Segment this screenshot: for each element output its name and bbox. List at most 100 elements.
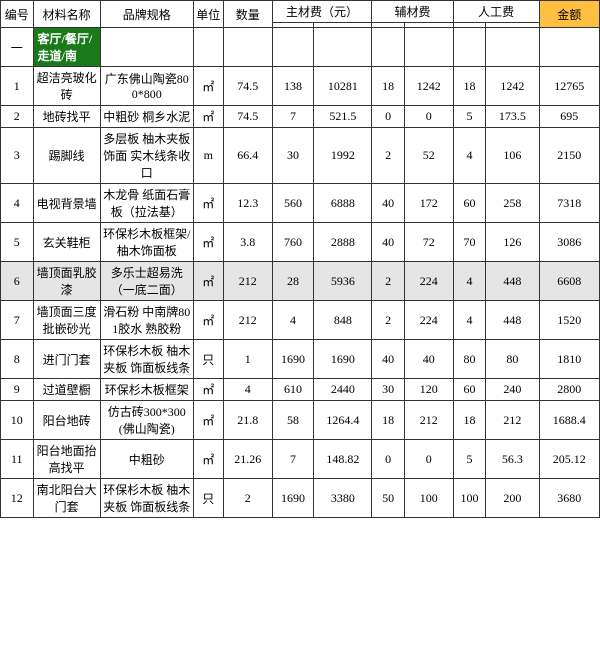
cell-qty: 12.3 [223, 184, 272, 223]
cell-m1: 30 [272, 128, 314, 184]
cell-a2: 100 [404, 479, 453, 518]
cell-name: 南北阳台大门套 [33, 479, 100, 518]
cell-l2: 173.5 [486, 106, 539, 128]
cell-amt: 205.12 [539, 440, 599, 479]
cell-unit: ㎡ [193, 440, 223, 479]
cell-m1: 4 [272, 301, 314, 340]
hdr-spec: 品牌规格 [100, 1, 193, 28]
cell-l2: 212 [486, 401, 539, 440]
cell-l1: 60 [453, 184, 486, 223]
cell-qty: 2 [223, 479, 272, 518]
table-row: 1超洁亮玻化砖广东佛山陶瓷800*800㎡74.5138102811812421… [1, 67, 600, 106]
cell-no: 8 [1, 340, 34, 379]
cell-m1: 1690 [272, 479, 314, 518]
cell-name: 玄关鞋柜 [33, 223, 100, 262]
cell-a2: 52 [404, 128, 453, 184]
cell-name: 阳台地砖 [33, 401, 100, 440]
cell-unit: ㎡ [193, 67, 223, 106]
cell-a2: 0 [404, 106, 453, 128]
cell-spec: 环保杉木板 柚木夹板 饰面板线条 [100, 479, 193, 518]
cell-qty: 21.8 [223, 401, 272, 440]
cell-a2: 212 [404, 401, 453, 440]
cell-qty: 74.5 [223, 106, 272, 128]
section-no: 一 [1, 28, 34, 67]
cell-a1: 0 [372, 106, 405, 128]
hdr-name: 材料名称 [33, 1, 100, 28]
cell-unit: ㎡ [193, 223, 223, 262]
table-header: 编号 材料名称 品牌规格 单位 数量 主材费（元） 辅材费 人工费 金额 [1, 1, 600, 28]
cell-m2: 6888 [314, 184, 372, 223]
cell-a2: 72 [404, 223, 453, 262]
cell-spec: 木龙骨 纸面石膏板（拉法基） [100, 184, 193, 223]
hdr-amount: 金额 [539, 1, 599, 28]
cell-no: 1 [1, 67, 34, 106]
cell-no: 9 [1, 379, 34, 401]
cell-m1: 560 [272, 184, 314, 223]
cell-spec: 多乐士超易洗（一底二面） [100, 262, 193, 301]
cell-spec: 环保杉木板 柚木夹板 饰面板线条 [100, 340, 193, 379]
cell-unit: ㎡ [193, 106, 223, 128]
cell-qty: 21.26 [223, 440, 272, 479]
table-row: 9过道壁橱环保杉木板框架㎡4610244030120602402800 [1, 379, 600, 401]
cell-l1: 4 [453, 262, 486, 301]
cell-l2: 240 [486, 379, 539, 401]
cell-l2: 126 [486, 223, 539, 262]
cell-l1: 60 [453, 379, 486, 401]
cell-name: 踢脚线 [33, 128, 100, 184]
cell-amt: 1810 [539, 340, 599, 379]
table-row: 7墙顶面三度批嵌砂光滑石粉 中南牌801胶水 熟胶粉㎡2124848222444… [1, 301, 600, 340]
cell-amt: 1688.4 [539, 401, 599, 440]
cell-m2: 5936 [314, 262, 372, 301]
cell-spec: 仿古砖300*300(佛山陶瓷) [100, 401, 193, 440]
table-body: 一 客厅/餐厅/走道/南 1超洁亮玻化砖广东佛山陶瓷800*800㎡74.513… [1, 28, 600, 518]
cell-spec: 中粗砂 桐乡水泥 [100, 106, 193, 128]
table-row: 5玄关鞋柜环保杉木板框架/柚木饰面板㎡3.8760288840727012630… [1, 223, 600, 262]
cell-amt: 695 [539, 106, 599, 128]
cell-amt: 12765 [539, 67, 599, 106]
cell-l1: 70 [453, 223, 486, 262]
cell-a1: 0 [372, 440, 405, 479]
section-title: 客厅/餐厅/走道/南 [33, 28, 100, 67]
cell-name: 阳台地面抬高找平 [33, 440, 100, 479]
cell-amt: 2150 [539, 128, 599, 184]
cell-spec: 环保杉木板框架 [100, 379, 193, 401]
cell-l2: 448 [486, 262, 539, 301]
cell-m1: 7 [272, 440, 314, 479]
cell-unit: ㎡ [193, 301, 223, 340]
table-row: 6墙顶面乳胶漆多乐士超易洗（一底二面）㎡21228593622244448660… [1, 262, 600, 301]
cell-m2: 1264.4 [314, 401, 372, 440]
materials-table: 编号 材料名称 品牌规格 单位 数量 主材费（元） 辅材费 人工费 金额 一 客… [0, 0, 600, 518]
cell-a2: 1242 [404, 67, 453, 106]
cell-m2: 2888 [314, 223, 372, 262]
hdr-aux: 辅材费 [372, 1, 453, 23]
hdr-qty: 数量 [223, 1, 272, 28]
cell-l1: 4 [453, 301, 486, 340]
cell-m2: 2440 [314, 379, 372, 401]
cell-spec: 环保杉木板框架/柚木饰面板 [100, 223, 193, 262]
cell-m1: 58 [272, 401, 314, 440]
cell-no: 7 [1, 301, 34, 340]
cell-no: 4 [1, 184, 34, 223]
cell-m2: 1690 [314, 340, 372, 379]
hdr-no: 编号 [1, 1, 34, 28]
cell-m1: 28 [272, 262, 314, 301]
hdr-main: 主材费（元） [272, 1, 372, 23]
cell-m1: 1690 [272, 340, 314, 379]
cell-a1: 2 [372, 301, 405, 340]
table-row: 12南北阳台大门套环保杉木板 柚木夹板 饰面板线条只21690338050100… [1, 479, 600, 518]
cell-unit: m [193, 128, 223, 184]
cell-l1: 5 [453, 106, 486, 128]
cell-l2: 106 [486, 128, 539, 184]
table-row: 3踢脚线多层板 柚木夹板饰面 实木线条收口m66.430199225241062… [1, 128, 600, 184]
cell-a1: 30 [372, 379, 405, 401]
cell-name: 过道壁橱 [33, 379, 100, 401]
hdr-unit: 单位 [193, 1, 223, 28]
cell-m2: 148.82 [314, 440, 372, 479]
table-row: 11阳台地面抬高找平中粗砂㎡21.267148.8200556.3205.12 [1, 440, 600, 479]
cell-unit: 只 [193, 340, 223, 379]
cell-m1: 610 [272, 379, 314, 401]
cell-qty: 212 [223, 262, 272, 301]
cell-l1: 4 [453, 128, 486, 184]
cell-qty: 1 [223, 340, 272, 379]
cell-a1: 18 [372, 67, 405, 106]
